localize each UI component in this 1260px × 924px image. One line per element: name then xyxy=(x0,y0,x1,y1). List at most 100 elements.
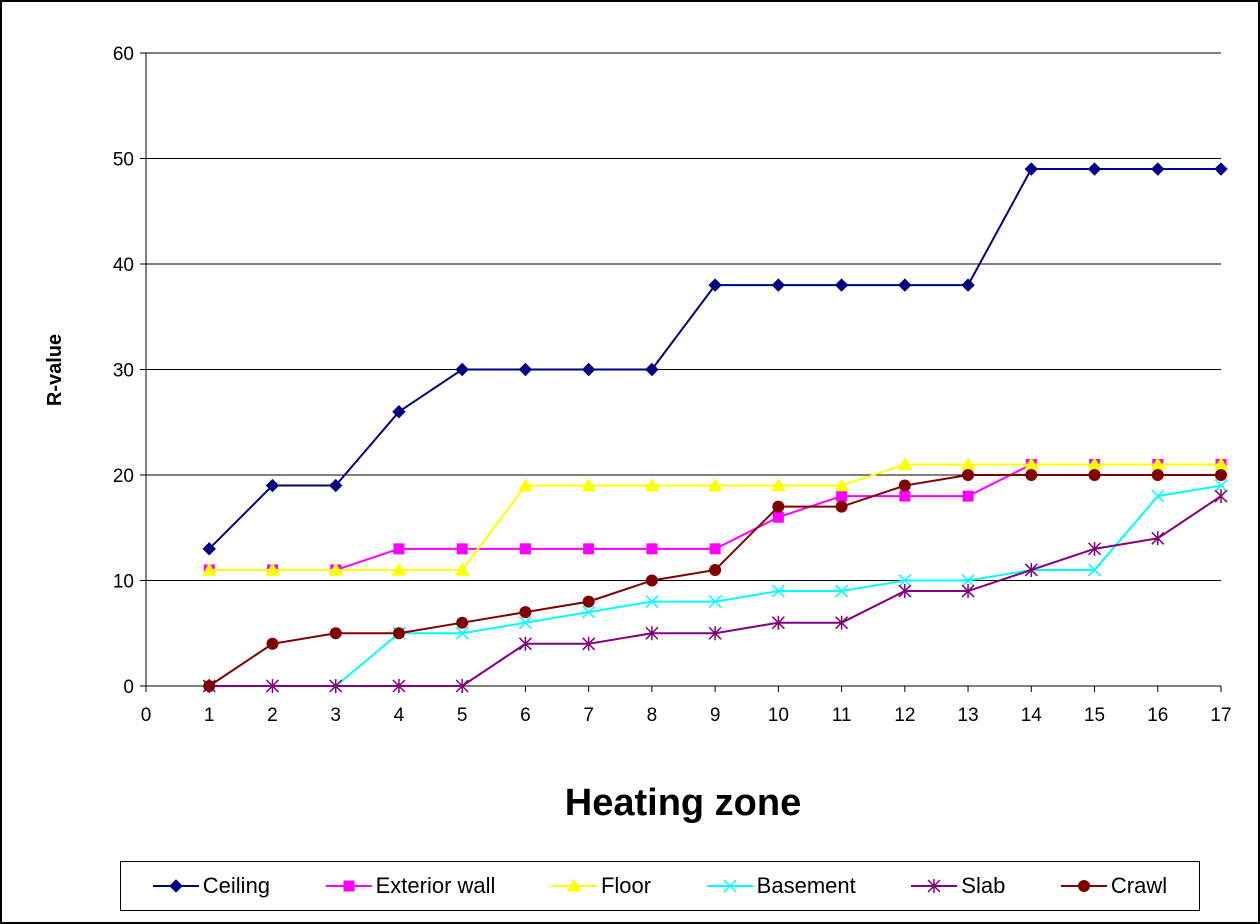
data-point xyxy=(1214,489,1228,504)
data-point xyxy=(770,478,786,492)
data-point xyxy=(1087,541,1102,556)
data-point xyxy=(834,278,849,292)
y-tick-label: 60 xyxy=(113,44,134,65)
data-point xyxy=(708,278,722,292)
series-ceiling xyxy=(202,162,1228,556)
series-line xyxy=(209,495,1222,687)
data-point xyxy=(1215,469,1227,481)
data-point xyxy=(518,616,532,630)
x-tick-label: 6 xyxy=(520,705,531,726)
data-point xyxy=(1088,469,1101,481)
legend-item: Exterior wall xyxy=(325,873,496,899)
data-point xyxy=(898,573,912,588)
data-point xyxy=(645,626,659,641)
x-axis-title: Heating zone xyxy=(565,782,801,824)
legend-label: Exterior wall xyxy=(375,873,496,898)
data-point xyxy=(897,456,913,471)
data-point xyxy=(582,636,596,651)
data-point xyxy=(1151,531,1165,546)
y-axis-title: R-value xyxy=(44,334,66,406)
x-tick-label: 8 xyxy=(647,705,658,726)
data-point xyxy=(708,595,722,609)
data-point xyxy=(581,478,597,492)
series-exterior-wall xyxy=(203,458,1227,576)
data-point xyxy=(899,490,911,502)
legend-item: Crawl xyxy=(1060,873,1168,899)
y-tick-label: 50 xyxy=(113,150,134,171)
x-tick-label: 5 xyxy=(457,705,468,726)
x-tick-label: 7 xyxy=(583,705,594,726)
x-tick-label: 2 xyxy=(267,705,278,726)
legend-swatch xyxy=(1060,880,1107,892)
series-line xyxy=(208,168,1221,550)
data-point xyxy=(582,605,596,619)
data-point xyxy=(581,362,596,377)
data-point xyxy=(201,562,217,576)
data-point xyxy=(203,680,216,692)
data-point xyxy=(329,679,343,693)
x-tick-label: 16 xyxy=(1147,705,1168,726)
data-point xyxy=(709,563,722,576)
data-point xyxy=(583,543,595,555)
legend-swatch xyxy=(325,880,372,892)
data-point xyxy=(455,362,469,377)
y-tick-label: 0 xyxy=(123,677,134,698)
legend-label: Ceiling xyxy=(202,873,271,898)
legend-label: Floor xyxy=(600,873,652,898)
data-point xyxy=(898,584,912,599)
series-floor xyxy=(201,456,1229,576)
data-point xyxy=(392,627,405,640)
data-point xyxy=(961,584,975,599)
data-point xyxy=(835,500,848,513)
data-point xyxy=(645,595,659,609)
legend-swatch xyxy=(550,878,597,892)
data-point xyxy=(645,362,659,377)
data-point xyxy=(772,511,784,523)
data-point xyxy=(834,478,850,492)
data-point xyxy=(646,543,658,555)
data-point xyxy=(771,584,785,598)
data-point xyxy=(392,679,406,693)
data-point xyxy=(1024,162,1039,176)
data-point xyxy=(1151,489,1165,503)
data-point xyxy=(1024,562,1038,577)
data-point xyxy=(455,679,469,693)
data-point xyxy=(1151,469,1164,481)
x-tick-label: 14 xyxy=(1021,705,1043,726)
data-point xyxy=(1025,469,1038,481)
data-point xyxy=(329,627,342,640)
data-point xyxy=(771,278,786,292)
data-point xyxy=(265,562,280,576)
data-point xyxy=(836,490,848,502)
data-point xyxy=(456,543,468,555)
data-point xyxy=(519,543,531,555)
data-point xyxy=(392,404,406,419)
y-tick-label: 40 xyxy=(113,255,134,276)
legend-label: Basement xyxy=(756,873,856,898)
data-point xyxy=(898,278,912,292)
data-point xyxy=(328,478,343,493)
x-tick-label: 4 xyxy=(394,705,405,726)
series-line xyxy=(209,484,1222,687)
data-point xyxy=(644,478,660,492)
data-point xyxy=(456,616,469,629)
legend-label: Crawl xyxy=(1110,873,1168,898)
y-tick-label: 30 xyxy=(113,361,134,382)
data-point xyxy=(1087,162,1102,176)
data-point xyxy=(961,278,975,292)
y-tick-label: 20 xyxy=(113,466,134,487)
data-point xyxy=(518,362,533,377)
series-slab xyxy=(202,489,1228,693)
x-tick-label: 9 xyxy=(710,705,721,726)
data-point xyxy=(391,562,407,576)
legend-item: Ceiling xyxy=(152,873,271,899)
legend: Ceiling Exterior wall Floor Basement Slab Cra… xyxy=(120,861,1200,911)
data-point xyxy=(1214,479,1228,493)
legend-item: Floor xyxy=(550,873,652,899)
data-point xyxy=(582,595,595,608)
data-point xyxy=(771,615,785,630)
data-point xyxy=(517,478,533,492)
data-point xyxy=(1214,162,1228,176)
